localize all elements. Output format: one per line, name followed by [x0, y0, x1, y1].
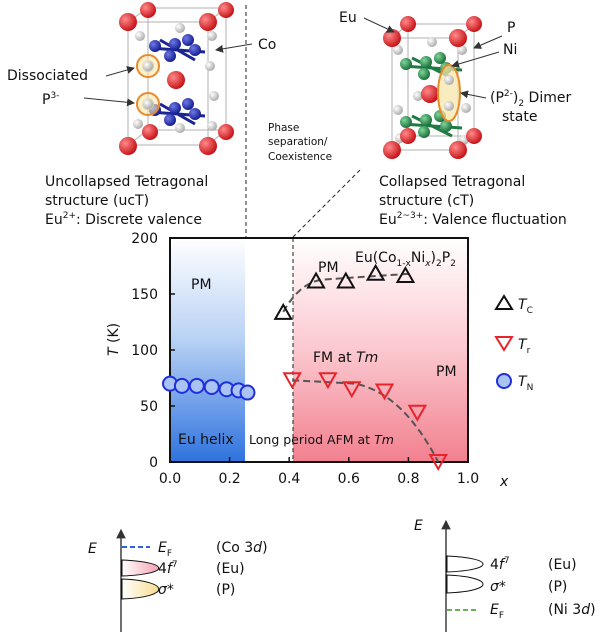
tn-point	[203, 378, 220, 395]
uct-caption: Uncollapsed Tetragonal structure (ucT) E…	[45, 174, 208, 228]
svg-text:structure (cT): structure (cT)	[379, 193, 474, 209]
legend: TC Tr TN	[494, 294, 533, 393]
pm-mid-label: PM	[318, 260, 339, 276]
dos-right-4f-peak	[446, 555, 484, 573]
eu-arrow	[363, 17, 395, 33]
tr-point	[407, 404, 428, 422]
dos-left-sigma-label: (P)	[216, 582, 235, 598]
legend-tc-marker	[494, 294, 514, 310]
y-tick-label: 150	[131, 287, 158, 303]
tr-point	[428, 454, 448, 472]
helix-region-fill	[170, 238, 245, 462]
x-tick-label: 0.0	[159, 471, 181, 487]
dos-left-sigma: σ*	[158, 582, 174, 598]
x-tick-label: 0.8	[397, 471, 419, 487]
dos-left-sigma-peak	[121, 578, 160, 600]
tc-point	[395, 265, 416, 283]
p-arrow	[473, 35, 503, 49]
dos-right-ef: EF	[490, 602, 504, 621]
svg-text:Uncollapsed Tetragonal: Uncollapsed Tetragonal	[45, 174, 208, 190]
phase-separation-label: Phase separation/ Coexistence	[268, 122, 332, 163]
legend-tn-marker	[496, 373, 512, 389]
legend-tr-marker	[494, 336, 514, 352]
tc-point	[306, 271, 326, 289]
afm-label: Long period AFM at Tm	[249, 432, 394, 447]
dimer-state-label: state	[502, 109, 537, 125]
tc-point	[273, 302, 293, 320]
dos-right-4f-label: (Eu)	[548, 557, 577, 573]
y-tick-label: 200	[131, 231, 158, 247]
y-tick-label: 100	[131, 343, 158, 359]
legend-tr-label: Tr	[518, 337, 531, 356]
legend-tn-label: TN	[518, 374, 533, 393]
dimer-label: (P2-)2 Dimer	[490, 89, 571, 109]
compound-formula: Eu(Co1-xNix)2P2	[355, 250, 456, 269]
y-tick-label: 0	[149, 455, 158, 471]
tr-point	[342, 381, 362, 399]
tn-point	[239, 384, 256, 401]
x-axis-label: x	[499, 474, 509, 490]
ct-crystal-structure	[383, 16, 482, 159]
tc-guide-curve	[282, 272, 409, 313]
dos-left-4f: 4f7	[158, 560, 178, 577]
dos-right-ef-label: (Ni 3d)	[548, 602, 596, 618]
dissociated-arrow-1	[105, 66, 135, 77]
co-arrow	[215, 43, 253, 53]
tn-point	[173, 377, 190, 394]
ni-label: Ni	[503, 42, 517, 58]
phase-diagram: 0.0 0.2 0.4 0.6 0.8 1.0 0 50 100 150 200	[131, 231, 479, 487]
pm-right-label: PM	[436, 364, 457, 380]
legend-tc-label: TC	[518, 297, 533, 316]
svg-text:separation/: separation/	[268, 136, 328, 148]
dos-left-4f-label: (Eu)	[216, 561, 245, 577]
tn-point	[188, 377, 205, 394]
dissociated-arrow-2	[83, 97, 135, 107]
dos-right-4f: 4f7	[490, 556, 510, 573]
svg-text:Collapsed Tetragonal: Collapsed Tetragonal	[379, 174, 525, 190]
dos-left-4f-peak	[121, 559, 160, 577]
dos-right-sigma-label: (P)	[548, 579, 567, 595]
tr-point	[374, 383, 395, 401]
svg-text:Phase: Phase	[268, 122, 299, 134]
cT-dashed-link	[292, 169, 361, 238]
dos-right-e-label: E	[414, 518, 423, 534]
dissociated-label: Dissociated	[7, 68, 88, 84]
eu-helix-label: Eu helix	[178, 432, 234, 448]
x-tick-label: 0.4	[278, 471, 300, 487]
fm-label: FM at Tm	[313, 350, 378, 366]
dos-left-ef-label: (Co 3d)	[216, 540, 268, 556]
dos-right-sigma-peak	[446, 574, 484, 594]
co-label: Co	[258, 37, 276, 53]
dos-right: E 4f7 (Eu) σ* (P) EF (Ni 3d)	[414, 518, 596, 632]
x-tick-label: 0.2	[218, 471, 240, 487]
x-tick-label: 1.0	[457, 471, 479, 487]
ni-arrow	[451, 51, 500, 68]
dos-left-ef: EF	[158, 540, 172, 559]
x-tick-label: 0.6	[338, 471, 360, 487]
pm-left-label: PM	[191, 277, 212, 293]
svg-text:Eu2+: Discrete valence: Eu2+: Discrete valence	[45, 211, 202, 228]
svg-text:Coexistence: Coexistence	[268, 151, 332, 163]
dos-right-sigma: σ*	[490, 579, 506, 595]
dos-left-e-label: E	[88, 541, 97, 557]
uct-crystal-structure	[119, 2, 234, 155]
ct-caption: Collapsed Tetragonal structure (cT) Eu2~…	[379, 174, 567, 228]
y-tick-label: 50	[140, 399, 158, 415]
eu-label: Eu	[339, 10, 357, 26]
tc-point	[365, 263, 386, 281]
tr-point	[318, 372, 338, 390]
dos-left: E EF (Co 3d) 4f7 (Eu) σ* (P)	[88, 528, 268, 632]
svg-text:Eu2~3+: Valence fluctuation: Eu2~3+: Valence fluctuation	[379, 211, 567, 228]
p3-label: P3-	[42, 91, 59, 108]
svg-text:structure (ucT): structure (ucT)	[45, 193, 149, 209]
y-axis-label: T (K)	[106, 323, 122, 356]
p-label: P	[507, 20, 515, 36]
tc-point	[336, 271, 356, 289]
tr-point	[282, 372, 302, 390]
dimer-arrow	[460, 90, 487, 99]
